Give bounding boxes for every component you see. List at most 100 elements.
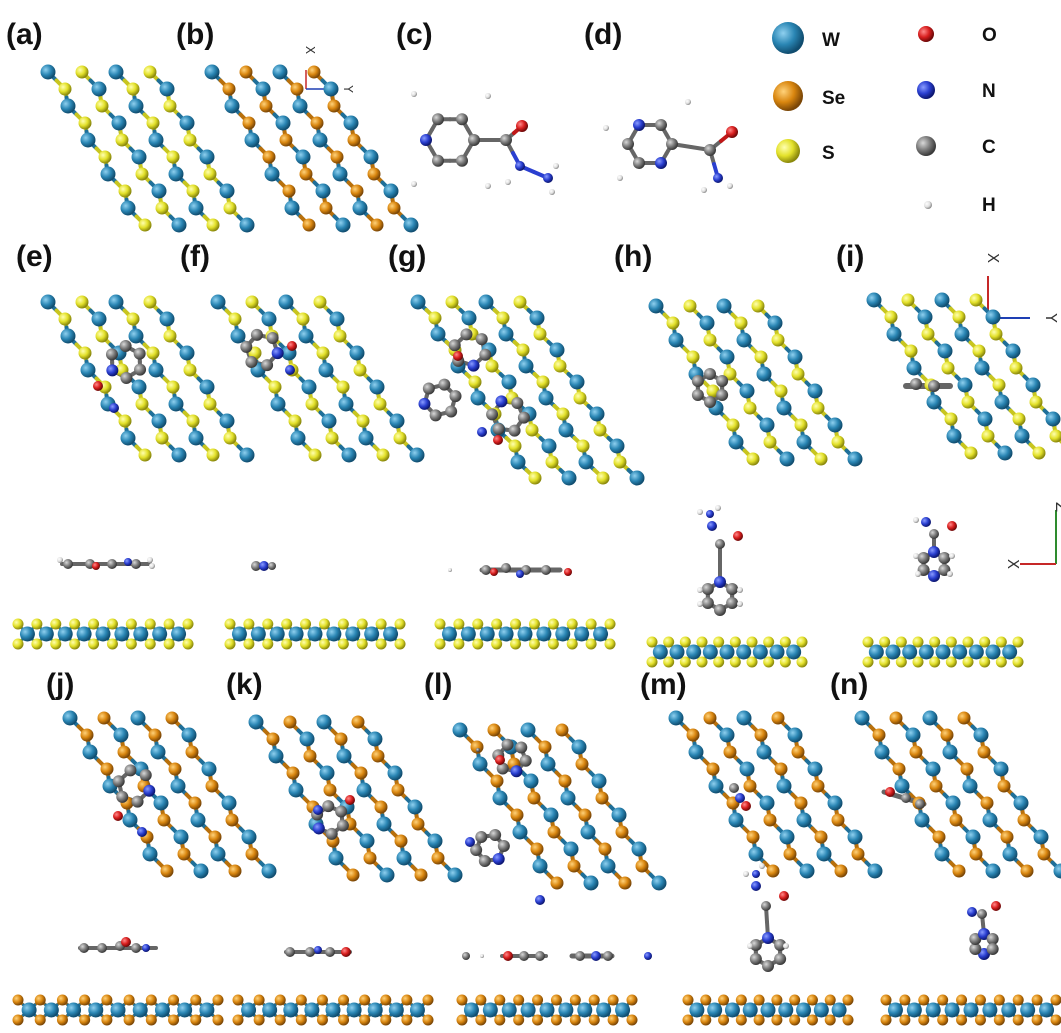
c-atom <box>432 154 444 167</box>
s-atom <box>604 638 616 650</box>
c-atom <box>774 939 787 951</box>
w-atom <box>248 714 264 730</box>
se-atom <box>956 1014 968 1026</box>
w-atom <box>942 744 958 760</box>
n-atom <box>978 928 990 940</box>
s-atom <box>88 638 100 650</box>
h-atom <box>913 553 919 559</box>
se-atom <box>323 783 337 797</box>
w-atom <box>150 744 166 760</box>
w-atom <box>868 644 884 660</box>
se-atom <box>607 994 619 1006</box>
c-atom <box>460 328 473 341</box>
c-atom <box>63 559 73 569</box>
n-atom <box>921 517 931 527</box>
n-atom <box>714 576 726 588</box>
c-atom <box>762 960 774 972</box>
s-atom <box>513 295 527 309</box>
se-atom <box>316 994 328 1006</box>
c-atom <box>915 799 925 809</box>
se-atom <box>359 1014 371 1026</box>
s-atom <box>12 618 24 630</box>
w-atom <box>569 374 585 390</box>
se-atom <box>1000 830 1014 844</box>
w-atom <box>560 790 576 806</box>
c-atom <box>449 390 462 403</box>
w-atom <box>447 867 463 883</box>
h-atom <box>949 553 955 559</box>
w-atom <box>779 829 795 845</box>
h-atom <box>759 863 765 869</box>
w-atom <box>769 644 785 660</box>
c-atom <box>131 795 144 808</box>
w-atom <box>131 149 147 165</box>
h-atom <box>617 175 623 181</box>
se-atom <box>387 201 401 215</box>
se-atom <box>303 749 317 763</box>
se-atom <box>607 1014 619 1026</box>
w-atom <box>343 115 359 131</box>
w-atom <box>799 863 815 879</box>
w-atom <box>974 360 990 376</box>
se-atom <box>766 864 780 878</box>
c-atom <box>701 597 714 609</box>
n-atom <box>644 952 652 960</box>
se-atom <box>208 830 222 844</box>
s-atom <box>683 299 697 313</box>
legend-swatch-o <box>918 26 934 42</box>
s-atom <box>972 344 986 358</box>
se-atom <box>310 116 324 130</box>
s-atom <box>106 618 118 630</box>
w-atom <box>231 626 247 642</box>
c-atom <box>633 157 645 170</box>
w-atom <box>498 626 514 642</box>
w-atom <box>719 727 735 743</box>
w-atom <box>563 841 579 857</box>
w-atom <box>188 430 204 446</box>
w-atom <box>736 644 752 660</box>
w-atom <box>648 298 664 314</box>
s-atom <box>879 656 891 668</box>
s-atom <box>373 397 387 411</box>
s-atom <box>300 638 312 650</box>
s-atom <box>663 656 675 668</box>
se-atom <box>279 133 293 147</box>
s-atom <box>434 638 446 650</box>
c-atom <box>268 562 276 570</box>
w-atom <box>707 1002 723 1018</box>
s-atom <box>337 638 349 650</box>
s-atom <box>143 65 157 79</box>
s-atom <box>313 295 327 309</box>
w-atom <box>1053 863 1061 879</box>
w-atom <box>275 115 291 131</box>
w-atom <box>708 778 724 794</box>
w-atom <box>778 1002 794 1018</box>
s-atom <box>262 638 274 650</box>
w-atom <box>383 183 399 199</box>
s-atom <box>895 656 907 668</box>
w-atom <box>926 394 942 410</box>
c-atom <box>322 800 335 813</box>
w-atom <box>517 626 533 642</box>
se-atom <box>190 994 202 1006</box>
se-atom <box>937 994 949 1006</box>
w-atom <box>396 850 412 866</box>
c-atom <box>133 347 146 360</box>
c-atom <box>517 411 530 424</box>
s-atom <box>281 638 293 650</box>
w-atom <box>367 731 383 747</box>
se-atom <box>880 1014 892 1026</box>
se-atom <box>814 830 828 844</box>
w-atom <box>463 1002 479 1018</box>
s-atom <box>138 448 152 462</box>
w-atom <box>724 1002 740 1018</box>
n-atom <box>143 784 156 797</box>
s-atom <box>593 423 607 437</box>
w-atom <box>441 626 457 642</box>
se-atom <box>346 868 360 882</box>
s-atom <box>224 638 236 650</box>
w-atom <box>756 366 772 382</box>
w-atom <box>288 782 304 798</box>
w-atom <box>292 98 308 114</box>
se-atom <box>569 994 581 1006</box>
